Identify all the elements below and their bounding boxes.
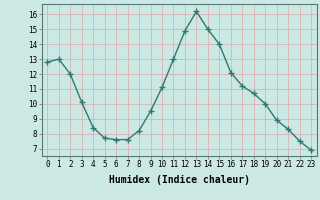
X-axis label: Humidex (Indice chaleur): Humidex (Indice chaleur)	[109, 175, 250, 185]
